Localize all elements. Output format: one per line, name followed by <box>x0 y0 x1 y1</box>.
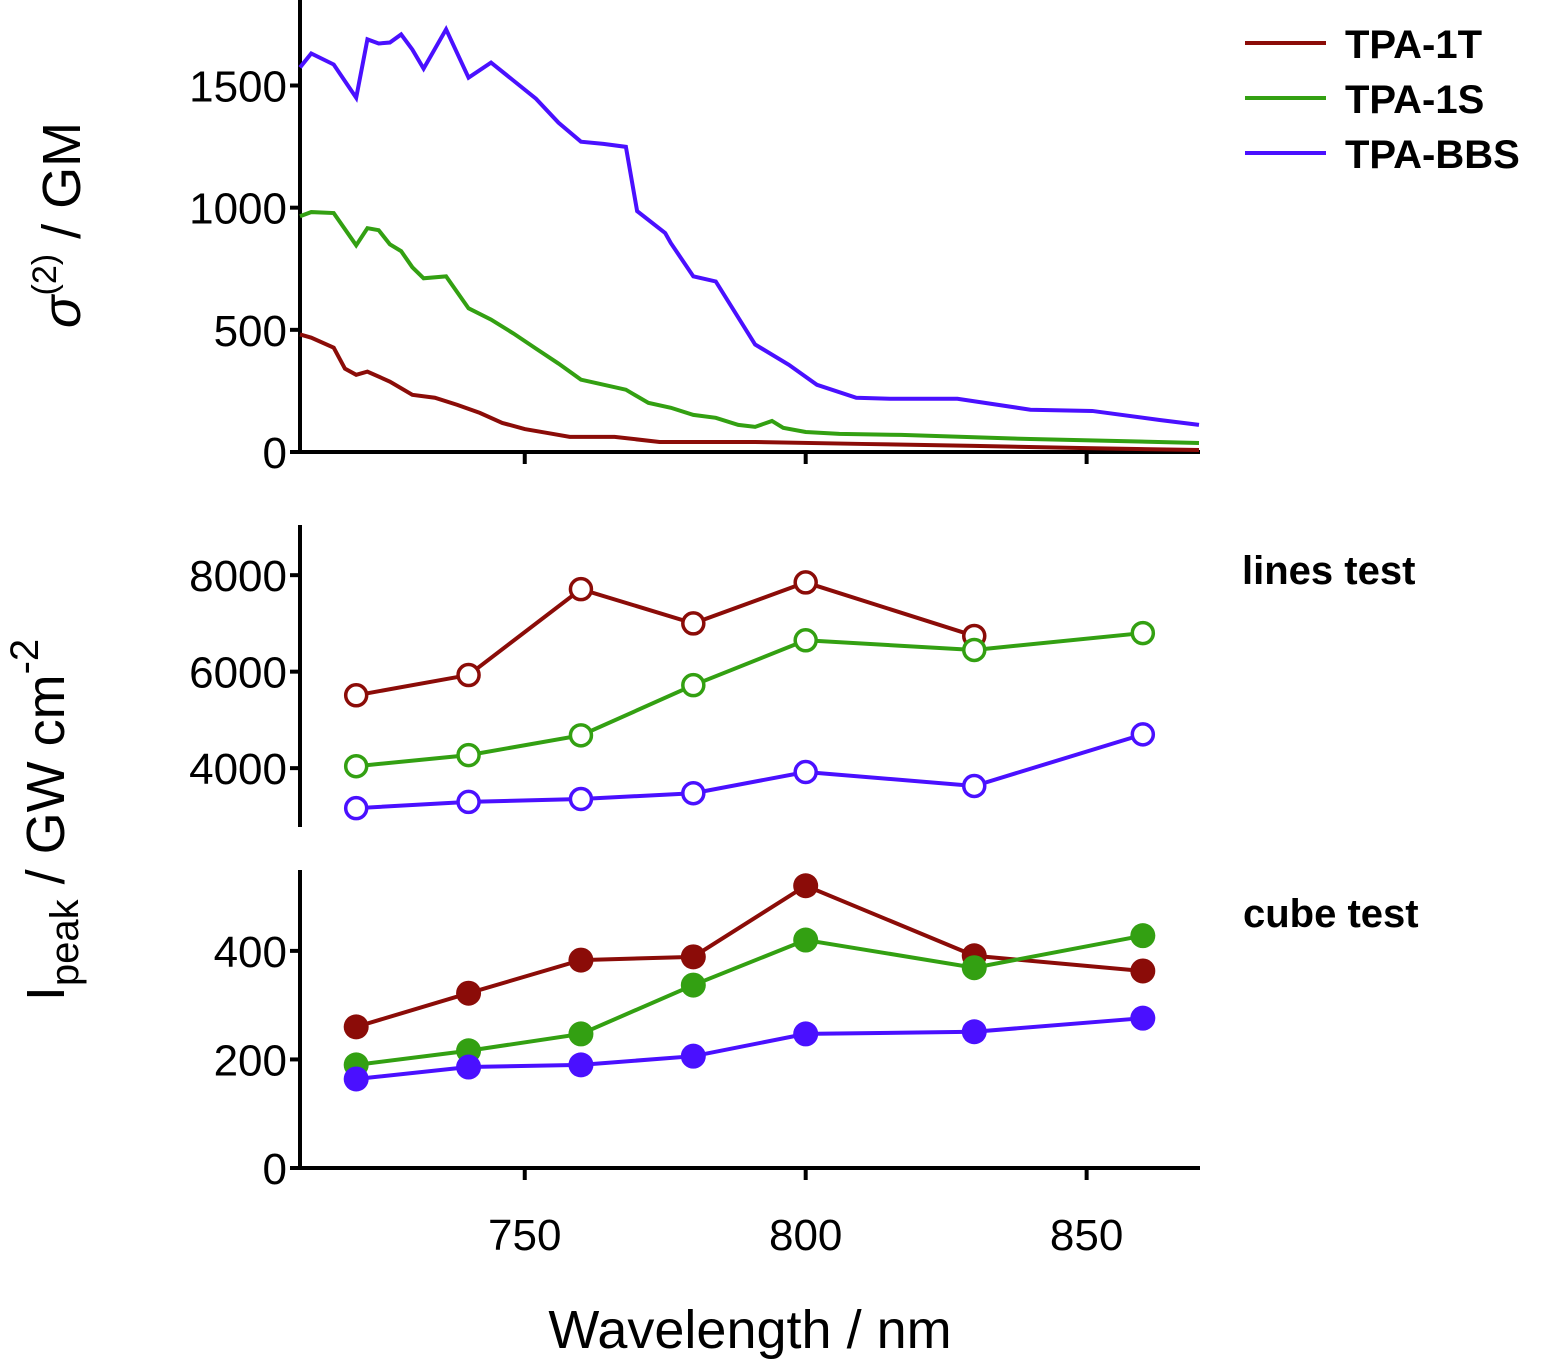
y-tick-label: 200 <box>214 1036 287 1085</box>
data-point-tpa-bbs <box>568 1052 594 1078</box>
y-tick-label: 1000 <box>189 185 287 234</box>
data-point-tpa-bbs <box>961 1019 987 1045</box>
series-line-tpa-1t <box>355 580 975 698</box>
data-point-tpa-1t <box>680 944 706 970</box>
data-point-tpa-bbs <box>343 1066 369 1092</box>
x-axis-title: Wavelength / nm <box>548 1300 951 1360</box>
ipeak-subscript: peak <box>43 898 87 986</box>
data-point-tpa-1t <box>793 570 818 595</box>
data-point-tpa-bbs <box>1130 722 1156 747</box>
panels: 0 500 1000 1500 4000 6000 8000 0 200 400 750 800 850 <box>189 0 1200 1260</box>
data-point-tpa-1t <box>343 683 369 708</box>
x-tick-label: 750 <box>488 1211 561 1260</box>
data-point-tpa-1s <box>680 972 706 998</box>
legend: TPA-1T TPA-1S TPA-BBS <box>1245 23 1520 177</box>
data-point-tpa-1s <box>962 637 987 663</box>
data-point-tpa-bbs <box>793 759 818 785</box>
data-point-tpa-bbs <box>681 780 706 806</box>
data-point-tpa-1t <box>456 662 481 688</box>
series-line-tpa-1s <box>299 210 1200 445</box>
data-point-tpa-1s <box>343 753 369 779</box>
panel-middle: 4000 6000 8000 <box>189 525 1156 827</box>
legend-label-tpa-1s: TPA-1S <box>1345 78 1484 122</box>
y-tick-label: 400 <box>214 928 287 977</box>
data-point-tpa-bbs <box>343 795 369 821</box>
data-point-tpa-1s <box>961 955 987 981</box>
ipeak-unit-superscript: -2 <box>3 639 47 675</box>
series-line-tpa-bbs <box>298 24 1200 427</box>
y-tick-label: 0 <box>263 1145 287 1194</box>
x-tick-label: 800 <box>769 1211 842 1260</box>
data-point-tpa-1s <box>681 672 706 698</box>
data-point-tpa-bbs <box>456 789 481 815</box>
top-y-axis-title: σ(2) / GM <box>26 122 92 328</box>
legend-label-tpa-bbs: TPA-BBS <box>1345 133 1520 177</box>
data-point-tpa-1s <box>568 723 594 748</box>
ipeak-unit: / GW cm <box>16 674 76 899</box>
data-point-tpa-1t <box>568 576 594 602</box>
sigma-superscript: (2) <box>26 254 64 296</box>
sigma-symbol: σ <box>32 293 92 328</box>
data-point-tpa-1t <box>568 947 594 973</box>
y-tick-label: 0 <box>263 429 287 478</box>
y-tick-label: 8000 <box>189 552 287 601</box>
panel-top: 0 500 1000 1500 <box>189 0 1200 478</box>
data-point-tpa-1s <box>568 1021 594 1047</box>
data-point-tpa-bbs <box>568 786 594 812</box>
data-point-tpa-bbs <box>793 1021 819 1047</box>
y-tick-label: 4000 <box>189 745 287 794</box>
legend-label-tpa-1t: TPA-1T <box>1345 23 1482 67</box>
ipeak-symbol: I <box>16 986 76 1001</box>
y-tick-label: 6000 <box>189 649 287 698</box>
data-point-tpa-1t <box>456 980 482 1006</box>
data-point-tpa-bbs <box>962 773 987 799</box>
series-line-tpa-1t <box>299 332 1200 453</box>
data-point-tpa-1t <box>1130 958 1156 984</box>
data-point-tpa-1s <box>1130 620 1156 646</box>
data-point-tpa-1s <box>456 742 481 768</box>
data-point-tpa-bbs <box>680 1043 706 1069</box>
data-point-tpa-1t <box>681 611 706 636</box>
shared-y-axis-title: Ipeak / GW cm-2 <box>3 639 87 1001</box>
data-point-tpa-1s <box>793 927 819 953</box>
panel-bottom: 0 200 400 750 800 850 <box>214 870 1200 1260</box>
cube-test-label: cube test <box>1243 892 1419 936</box>
y-tick-label: 500 <box>214 307 287 356</box>
x-tick-label: 850 <box>1050 1211 1123 1260</box>
sigma-unit: / GM <box>32 122 92 254</box>
data-point-tpa-bbs <box>456 1054 482 1080</box>
data-point-tpa-1t <box>343 1014 369 1040</box>
data-point-tpa-1s <box>793 628 818 653</box>
data-point-tpa-1s <box>1130 923 1156 949</box>
y-tick-label: 1500 <box>189 63 287 112</box>
data-point-tpa-bbs <box>1130 1005 1156 1031</box>
data-point-tpa-1t <box>793 873 819 899</box>
lines-test-label: lines test <box>1242 549 1415 593</box>
